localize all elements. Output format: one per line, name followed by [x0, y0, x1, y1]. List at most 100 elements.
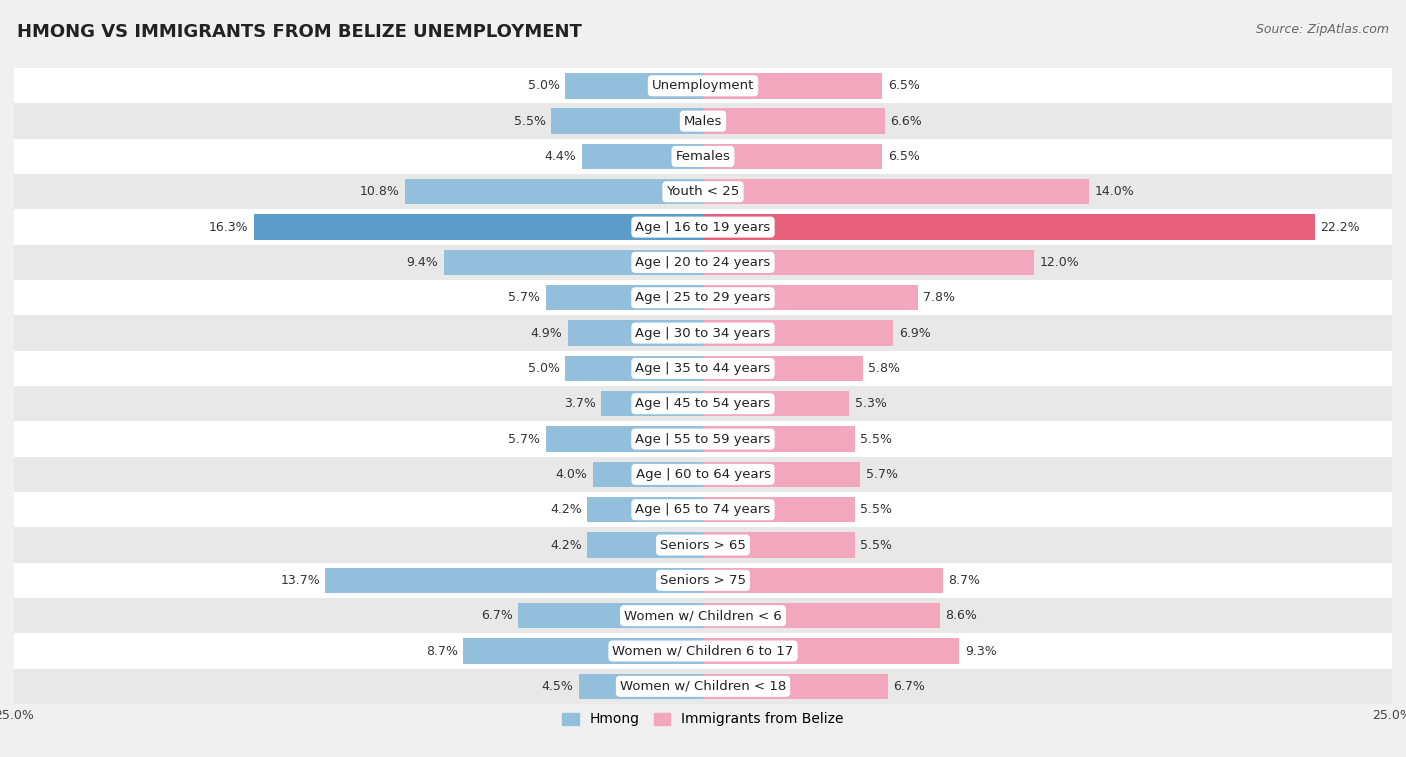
Text: 10.8%: 10.8%: [360, 185, 399, 198]
Bar: [703, 674, 887, 699]
Text: 4.0%: 4.0%: [555, 468, 588, 481]
Text: 4.5%: 4.5%: [541, 680, 574, 693]
Text: Women w/ Children < 18: Women w/ Children < 18: [620, 680, 786, 693]
Text: 5.8%: 5.8%: [869, 362, 900, 375]
Bar: [14, 422, 1392, 456]
Text: 13.7%: 13.7%: [280, 574, 321, 587]
Text: Age | 65 to 74 years: Age | 65 to 74 years: [636, 503, 770, 516]
Text: Age | 30 to 34 years: Age | 30 to 34 years: [636, 326, 770, 340]
Text: Youth < 25: Youth < 25: [666, 185, 740, 198]
Bar: [703, 320, 893, 346]
Text: Source: ZipAtlas.com: Source: ZipAtlas.com: [1256, 23, 1389, 36]
Text: Females: Females: [675, 150, 731, 163]
Bar: [703, 108, 884, 134]
Text: Age | 20 to 24 years: Age | 20 to 24 years: [636, 256, 770, 269]
Bar: [703, 73, 882, 98]
Text: 14.0%: 14.0%: [1094, 185, 1135, 198]
Bar: [703, 568, 943, 593]
Bar: [325, 568, 703, 593]
Bar: [14, 386, 1392, 422]
Bar: [14, 210, 1392, 245]
Text: 5.3%: 5.3%: [855, 397, 886, 410]
Bar: [568, 320, 703, 346]
Bar: [703, 356, 863, 381]
Text: 8.6%: 8.6%: [945, 609, 977, 622]
Bar: [405, 179, 703, 204]
Text: 5.5%: 5.5%: [515, 114, 546, 128]
Text: 8.7%: 8.7%: [426, 644, 458, 658]
Bar: [254, 214, 703, 240]
Bar: [14, 68, 1392, 104]
Bar: [14, 104, 1392, 139]
Bar: [600, 391, 703, 416]
Text: Males: Males: [683, 114, 723, 128]
Bar: [14, 245, 1392, 280]
Bar: [14, 456, 1392, 492]
Bar: [519, 603, 703, 628]
Bar: [444, 250, 703, 275]
Text: 6.7%: 6.7%: [893, 680, 925, 693]
Bar: [582, 144, 703, 169]
Text: 7.8%: 7.8%: [924, 291, 956, 304]
Bar: [546, 285, 703, 310]
Text: Women w/ Children < 6: Women w/ Children < 6: [624, 609, 782, 622]
Bar: [14, 528, 1392, 562]
Text: 22.2%: 22.2%: [1320, 220, 1360, 234]
Bar: [703, 144, 882, 169]
Text: 4.2%: 4.2%: [550, 538, 582, 552]
Text: Seniors > 65: Seniors > 65: [659, 538, 747, 552]
Text: 9.3%: 9.3%: [965, 644, 997, 658]
Text: Age | 35 to 44 years: Age | 35 to 44 years: [636, 362, 770, 375]
Text: Age | 45 to 54 years: Age | 45 to 54 years: [636, 397, 770, 410]
Text: 16.3%: 16.3%: [208, 220, 249, 234]
Bar: [14, 280, 1392, 316]
Bar: [703, 391, 849, 416]
Text: 6.6%: 6.6%: [890, 114, 922, 128]
Text: 6.5%: 6.5%: [887, 150, 920, 163]
Text: Unemployment: Unemployment: [652, 79, 754, 92]
Text: 12.0%: 12.0%: [1039, 256, 1078, 269]
Text: 5.7%: 5.7%: [509, 432, 540, 446]
Bar: [703, 638, 959, 664]
Text: Age | 16 to 19 years: Age | 16 to 19 years: [636, 220, 770, 234]
Bar: [14, 562, 1392, 598]
Bar: [14, 350, 1392, 386]
Bar: [14, 174, 1392, 210]
Text: 5.0%: 5.0%: [527, 362, 560, 375]
Bar: [703, 532, 855, 558]
Text: 5.5%: 5.5%: [860, 432, 891, 446]
Bar: [14, 598, 1392, 634]
Bar: [703, 214, 1315, 240]
Bar: [463, 638, 703, 664]
Bar: [14, 139, 1392, 174]
Text: Women w/ Children 6 to 17: Women w/ Children 6 to 17: [613, 644, 793, 658]
Bar: [14, 668, 1392, 704]
Bar: [14, 634, 1392, 668]
Text: 5.7%: 5.7%: [509, 291, 540, 304]
Text: 8.7%: 8.7%: [948, 574, 980, 587]
Text: 5.5%: 5.5%: [860, 503, 891, 516]
Bar: [703, 603, 941, 628]
Legend: Hmong, Immigrants from Belize: Hmong, Immigrants from Belize: [557, 707, 849, 732]
Bar: [703, 462, 860, 487]
Text: 5.5%: 5.5%: [860, 538, 891, 552]
Bar: [703, 426, 855, 452]
Bar: [579, 674, 703, 699]
Text: Age | 25 to 29 years: Age | 25 to 29 years: [636, 291, 770, 304]
Bar: [551, 108, 703, 134]
Text: 6.7%: 6.7%: [481, 609, 513, 622]
Text: 5.7%: 5.7%: [866, 468, 897, 481]
Bar: [593, 462, 703, 487]
Text: 4.4%: 4.4%: [544, 150, 576, 163]
Text: 6.9%: 6.9%: [898, 326, 931, 340]
Text: Age | 55 to 59 years: Age | 55 to 59 years: [636, 432, 770, 446]
Bar: [14, 492, 1392, 528]
Bar: [703, 179, 1088, 204]
Bar: [703, 285, 918, 310]
Bar: [588, 532, 703, 558]
Bar: [703, 497, 855, 522]
Text: 3.7%: 3.7%: [564, 397, 596, 410]
Text: 6.5%: 6.5%: [887, 79, 920, 92]
Text: HMONG VS IMMIGRANTS FROM BELIZE UNEMPLOYMENT: HMONG VS IMMIGRANTS FROM BELIZE UNEMPLOY…: [17, 23, 582, 41]
Bar: [546, 426, 703, 452]
